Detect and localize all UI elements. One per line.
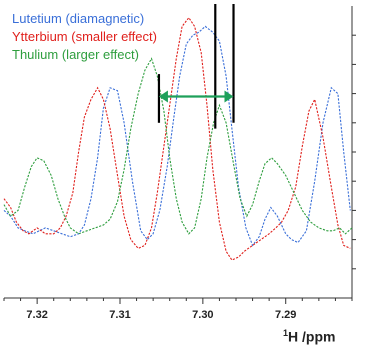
series-line-1 bbox=[3, 16, 351, 261]
legend: Lutetium (diamagnetic) Ytterbium (smaller… bbox=[12, 11, 157, 62]
x-tick-label-2: 7.30 bbox=[192, 309, 213, 321]
marker-layer bbox=[157, 4, 235, 129]
series-line-0 bbox=[3, 25, 351, 247]
legend-item-2: Thulium (larger effect) bbox=[12, 47, 139, 62]
legend-item-0: Lutetium (diamagnetic) bbox=[12, 11, 144, 26]
x-tick-label-1: 7.31 bbox=[109, 309, 130, 321]
x-tick-label-3: 7.29 bbox=[275, 309, 296, 321]
tick-layer: 7.32 7.31 7.30 7.29 bbox=[3, 298, 353, 321]
chart-frame bbox=[4, 6, 356, 299]
series-layer bbox=[3, 16, 353, 261]
shift-arrow-head-right bbox=[224, 90, 234, 103]
x-axis-title-superscript: 1 bbox=[283, 328, 289, 338]
shift-arrow-head-left bbox=[158, 90, 168, 103]
x-axis-title: 1H /ppm bbox=[283, 328, 335, 345]
x-tick-label-0: 7.32 bbox=[26, 309, 47, 321]
x-axis-title-text: H /ppm bbox=[288, 328, 336, 345]
legend-item-1: Ytterbium (smaller effect) bbox=[12, 29, 157, 44]
